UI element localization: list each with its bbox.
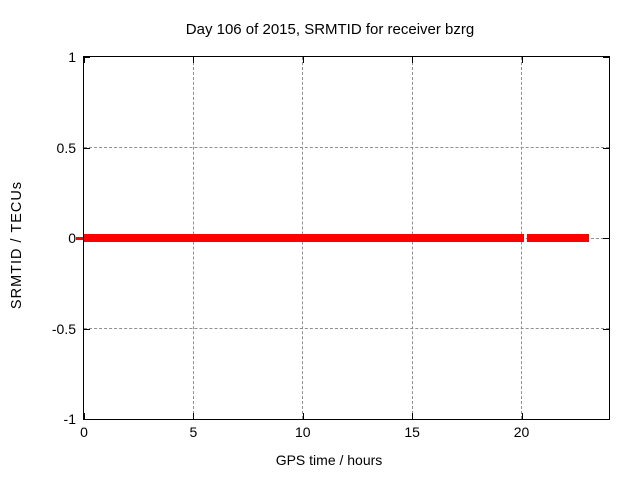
x-tick-top <box>84 57 85 63</box>
y-gridline <box>84 328 609 329</box>
y-tick-right <box>603 328 609 330</box>
x-tick-label: 0 <box>80 424 88 440</box>
y-tick-label: -0.5 <box>51 320 76 337</box>
y-tick-right <box>603 147 609 149</box>
y-tick-right <box>603 57 609 58</box>
y-tick-right <box>603 419 609 420</box>
x-tick <box>521 413 523 419</box>
plot-area: 0 5 10 15 20 1 0.5 0 -0.5 -1 <box>52 50 610 439</box>
data-line-segment <box>84 234 525 242</box>
x-tick-label: 5 <box>189 424 198 440</box>
x-tick-label: 20 <box>513 424 530 440</box>
x-tick <box>193 413 195 419</box>
y-tick <box>84 419 90 420</box>
y-tick-label: 0 <box>68 230 76 246</box>
y-tick <box>84 57 90 58</box>
y-tick-right <box>603 238 609 239</box>
y-tick-label: 1 <box>68 49 76 65</box>
zero-line-start-cap <box>76 236 83 240</box>
data-line-segment <box>527 234 590 242</box>
x-tick <box>302 413 304 419</box>
plot-title: Day 106 of 2015, SRMTID for receiver bzr… <box>185 21 475 38</box>
x-tick-top <box>302 57 304 63</box>
x-tick <box>84 413 85 419</box>
y-tick <box>84 147 90 149</box>
y-tick-label: -1 <box>63 411 76 427</box>
y-axis-label: SRMTID / TECUs <box>9 180 25 310</box>
y-tick-label: 0.5 <box>56 139 76 156</box>
x-tick-top <box>193 57 195 63</box>
x-tick-top <box>412 57 414 63</box>
y-gridline <box>84 147 609 148</box>
x-tick-label: 10 <box>294 424 311 440</box>
x-tick-label: 15 <box>404 424 420 440</box>
x-axis-label: GPS time / hours <box>275 452 383 468</box>
x-tick-top <box>521 57 523 63</box>
y-tick <box>84 328 90 330</box>
x-tick <box>412 413 414 419</box>
